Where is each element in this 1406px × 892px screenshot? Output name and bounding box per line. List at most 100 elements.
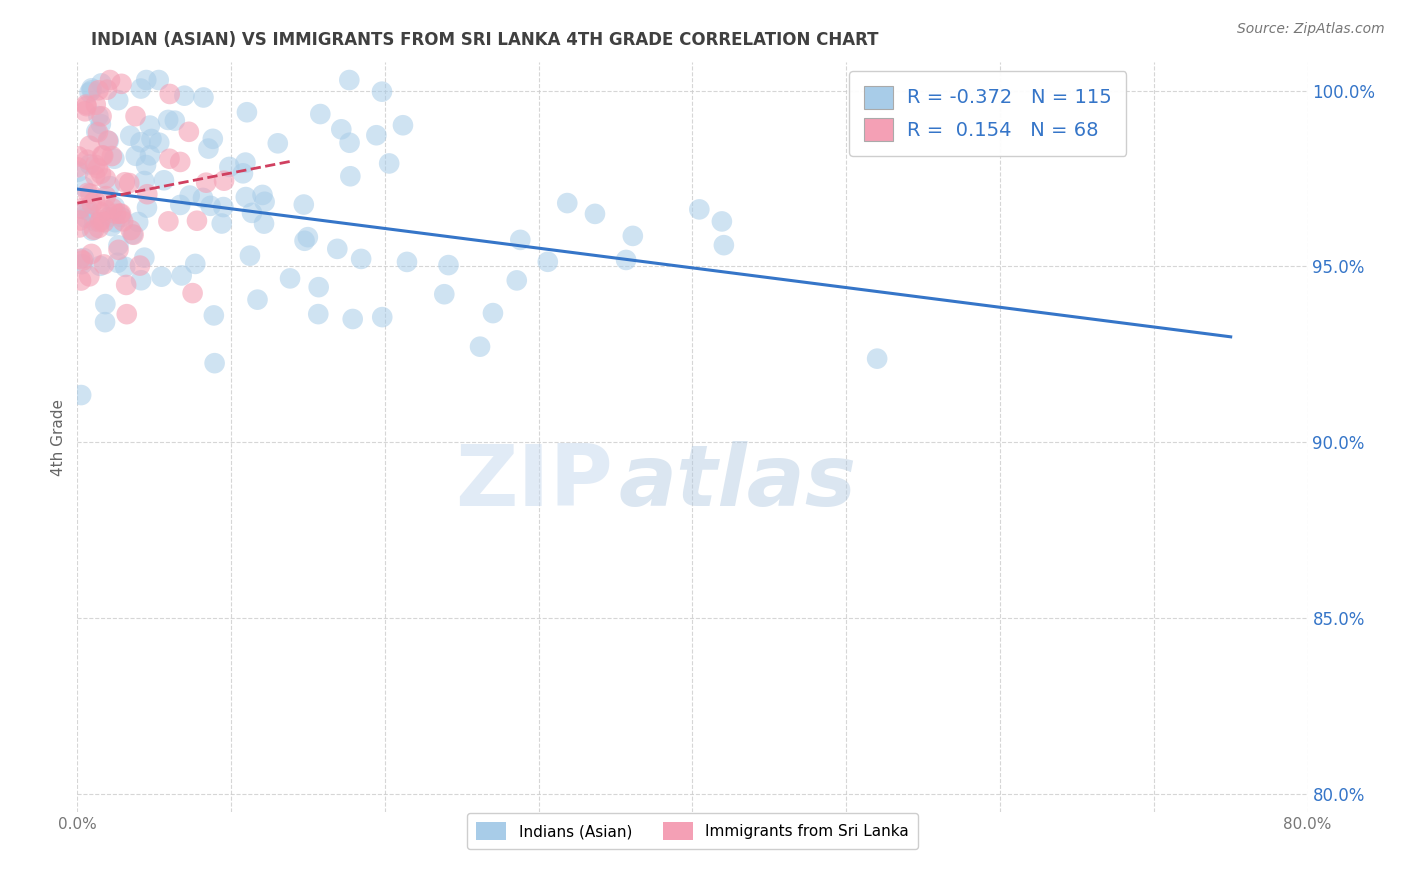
Point — [127, 215, 149, 229]
Point — [191, 191, 214, 205]
Point — [129, 273, 152, 287]
Point — [115, 307, 138, 321]
Point — [157, 214, 180, 228]
Point — [339, 169, 361, 184]
Legend: Indians (Asian), Immigrants from Sri Lanka: Indians (Asian), Immigrants from Sri Lan… — [467, 814, 918, 849]
Point — [342, 312, 364, 326]
Point — [75, 97, 97, 112]
Point — [148, 73, 170, 87]
Point — [134, 251, 156, 265]
Point — [87, 109, 110, 123]
Point — [537, 254, 560, 268]
Point — [253, 194, 276, 209]
Point — [98, 73, 121, 87]
Point — [246, 293, 269, 307]
Point — [70, 273, 93, 287]
Point — [135, 73, 157, 87]
Point — [433, 287, 456, 301]
Point — [87, 161, 110, 176]
Point — [135, 158, 157, 172]
Point — [69, 202, 91, 216]
Point — [73, 251, 96, 265]
Point — [139, 148, 162, 162]
Point — [122, 227, 145, 242]
Point — [72, 253, 94, 268]
Point — [76, 99, 98, 113]
Point — [308, 280, 330, 294]
Point — [83, 214, 105, 228]
Point — [309, 107, 332, 121]
Point — [103, 152, 125, 166]
Point — [80, 81, 103, 95]
Point — [82, 224, 104, 238]
Point — [70, 257, 93, 271]
Point — [70, 388, 93, 402]
Point — [197, 142, 219, 156]
Point — [104, 215, 127, 229]
Point — [236, 105, 259, 120]
Point — [136, 201, 159, 215]
Point — [150, 269, 173, 284]
Point — [202, 309, 225, 323]
Point — [395, 255, 418, 269]
Point — [139, 119, 162, 133]
Point — [212, 200, 235, 214]
Point — [240, 206, 263, 220]
Point — [79, 269, 101, 284]
Point — [173, 88, 195, 103]
Point — [97, 210, 120, 224]
Point — [125, 149, 148, 163]
Point — [79, 186, 101, 201]
Point — [366, 128, 388, 143]
Point — [84, 169, 107, 183]
Point — [90, 77, 112, 91]
Point — [555, 196, 578, 211]
Point — [866, 351, 889, 366]
Point — [371, 85, 394, 99]
Point — [87, 221, 110, 235]
Point — [159, 152, 181, 166]
Point — [69, 252, 91, 266]
Point — [101, 202, 124, 216]
Point — [509, 233, 531, 247]
Point — [713, 238, 735, 252]
Point — [108, 207, 131, 221]
Point — [107, 256, 129, 270]
Point — [710, 214, 733, 228]
Point — [129, 81, 152, 95]
Y-axis label: 4th Grade: 4th Grade — [51, 399, 66, 475]
Point — [278, 271, 301, 285]
Point — [129, 135, 152, 149]
Point — [87, 125, 110, 139]
Point — [614, 252, 637, 267]
Point — [91, 149, 114, 163]
Point — [136, 187, 159, 202]
Point — [93, 257, 115, 271]
Point — [169, 155, 191, 169]
Point — [252, 188, 274, 202]
Point — [110, 210, 132, 224]
Point — [120, 128, 142, 143]
Point — [118, 176, 141, 190]
Point — [79, 157, 101, 171]
Point — [134, 174, 156, 188]
Point — [94, 297, 117, 311]
Point — [181, 286, 204, 301]
Point — [371, 310, 394, 325]
Point — [148, 136, 170, 150]
Point — [437, 258, 460, 272]
Point — [66, 161, 89, 175]
Point — [90, 167, 112, 181]
Point — [195, 176, 218, 190]
Point — [330, 122, 353, 136]
Point — [101, 219, 124, 233]
Point — [184, 257, 207, 271]
Point — [84, 97, 107, 112]
Point — [120, 223, 142, 237]
Point — [350, 252, 373, 266]
Point — [169, 198, 191, 212]
Point — [93, 215, 115, 229]
Point — [115, 277, 138, 292]
Point — [94, 202, 117, 217]
Point — [239, 249, 262, 263]
